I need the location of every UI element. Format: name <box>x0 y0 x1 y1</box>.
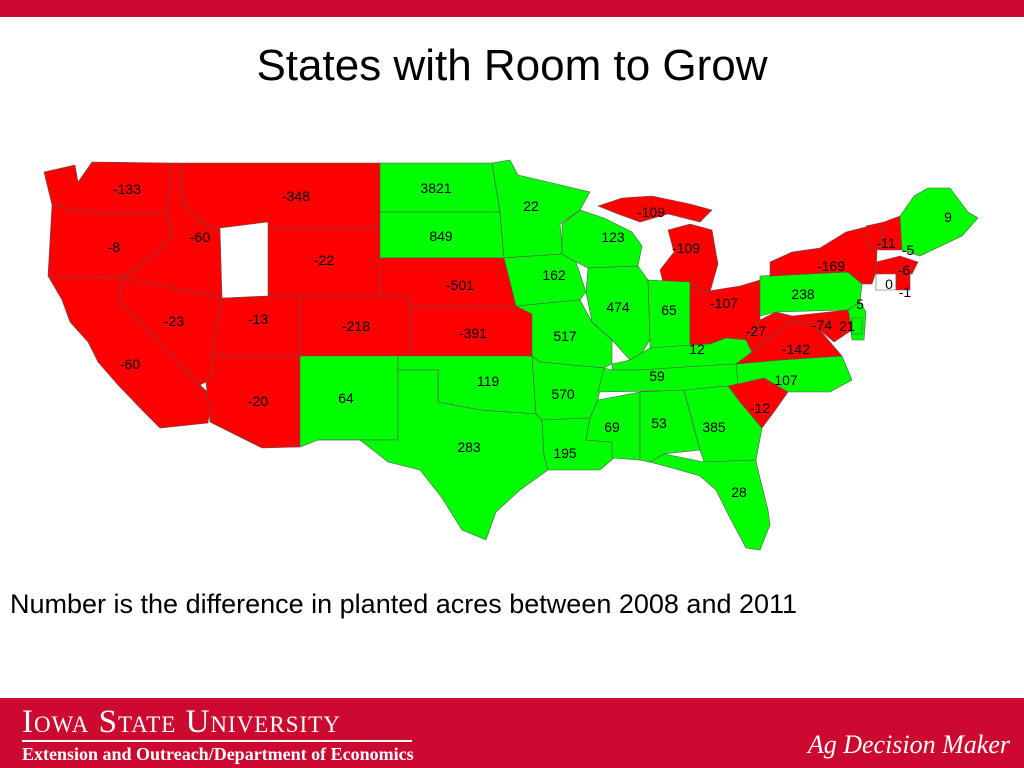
value-label-oh: -107 <box>710 295 738 311</box>
value-label-ok: 119 <box>477 373 500 389</box>
value-label-pa: 238 <box>791 286 815 302</box>
state-mo <box>514 299 613 369</box>
state-ny <box>769 225 879 285</box>
value-label-wy: -22 <box>314 252 334 268</box>
footer-divider <box>22 740 412 742</box>
value-label-mo: 517 <box>553 328 577 344</box>
value-label-mi-up: -109 <box>637 204 665 220</box>
value-label-vt: -11 <box>876 235 895 251</box>
value-label-ct: 0 <box>885 276 893 292</box>
value-label-id: -60 <box>190 229 210 245</box>
state-mi-up <box>597 195 713 223</box>
value-label-ga: 385 <box>702 419 726 435</box>
value-label-de: 21 <box>839 318 855 334</box>
value-label-ky: 12 <box>689 341 705 357</box>
slide-title: States with Room to Grow <box>256 41 768 90</box>
value-label-az: -20 <box>248 393 268 409</box>
us-choropleth-map: -133 -8 -60 -348 -22 -60 -23 -13 -218 -20 64 3821 84… <box>0 150 1024 570</box>
value-label-ks: -391 <box>459 325 487 341</box>
map-caption: Number is the difference in planted acre… <box>10 589 798 619</box>
value-label-ne: -501 <box>446 277 474 293</box>
value-label-in: 65 <box>661 302 677 318</box>
value-label-or: -8 <box>108 239 121 255</box>
value-label-ca: -60 <box>120 356 140 372</box>
value-label-tn: 59 <box>649 368 665 384</box>
value-label-va: -142 <box>782 341 810 357</box>
value-label-ia: 162 <box>542 267 566 283</box>
value-label-wi: 123 <box>601 229 625 245</box>
map-svg: -133-8-60-348-22-60-23 -13 -218-20 64382184… <box>43 159 979 551</box>
value-label-tx: 283 <box>457 439 481 455</box>
value-label-fl: 28 <box>731 484 747 500</box>
state-me <box>899 187 979 257</box>
value-label-md: -74 <box>812 317 832 333</box>
state-ri <box>895 273 911 291</box>
value-label-ms: 69 <box>604 419 620 435</box>
value-label-ar: 570 <box>551 386 575 402</box>
value-label-al: 53 <box>651 415 667 431</box>
value-label-il: 474 <box>606 299 630 315</box>
state-tx <box>318 369 549 541</box>
value-label-co: -218 <box>342 318 370 334</box>
value-label-nj: 5 <box>856 296 864 312</box>
value-label-nm: 64 <box>338 390 354 406</box>
value-label-la: 195 <box>553 445 577 461</box>
state-ma <box>875 255 919 275</box>
state-wa <box>43 161 173 215</box>
value-label-ny: -169 <box>817 258 845 274</box>
value-label-mt: -348 <box>282 188 310 204</box>
state-md <box>791 309 853 343</box>
value-label-sd: 849 <box>429 228 453 244</box>
state-wv <box>745 311 793 353</box>
department-label: Extension and Outreach/Department of Eco… <box>22 744 414 764</box>
value-label-nd: 3821 <box>420 180 451 196</box>
value-label-nc: 107 <box>774 372 798 388</box>
value-label-sc: -12 <box>750 400 770 416</box>
state-wi <box>561 209 643 269</box>
state-fl <box>649 453 771 551</box>
value-label-ri: -1 <box>899 284 912 300</box>
university-wordmark: Iowa State University <box>22 704 341 740</box>
brand-label: Ag Decision Maker <box>807 730 1010 759</box>
value-label-ut: -13 <box>248 311 268 327</box>
value-label-nv: -23 <box>164 313 184 329</box>
state-mn <box>491 159 591 259</box>
top-accent-bar <box>0 0 1024 17</box>
value-label-wa: -133 <box>113 181 141 197</box>
value-label-me: 9 <box>944 209 952 225</box>
value-label-mn: 22 <box>523 198 539 214</box>
footer-bar <box>0 698 1024 768</box>
value-label-wv: -27 <box>746 323 766 339</box>
value-label-ma: -6 <box>898 262 911 278</box>
value-label-mi: -109 <box>672 240 700 256</box>
value-label-nh: -5 <box>902 242 915 258</box>
